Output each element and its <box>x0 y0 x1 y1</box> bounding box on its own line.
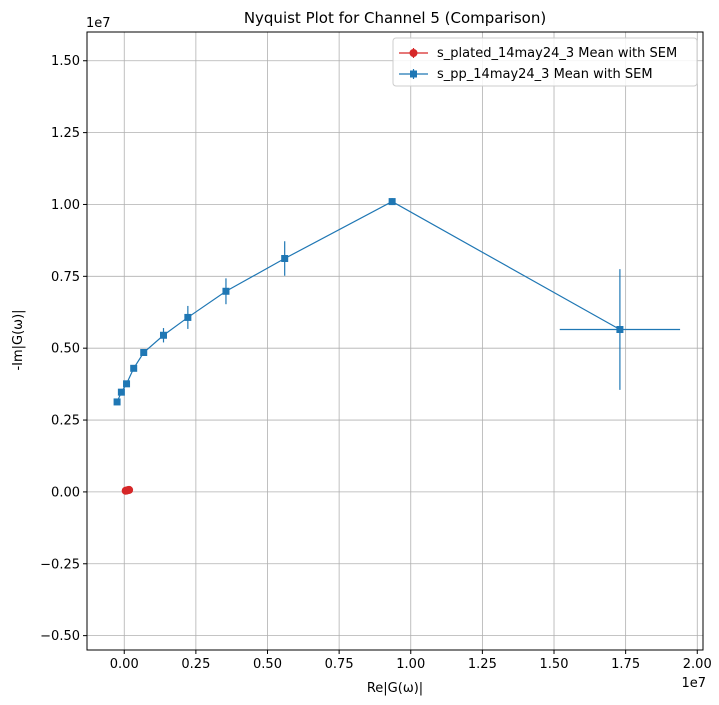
y-tick-label: 1.00 <box>51 198 80 213</box>
data-point <box>184 313 192 321</box>
y-tick-label: −0.50 <box>40 629 80 644</box>
x-tick-label: 0.25 <box>181 657 210 672</box>
data-point <box>281 255 289 263</box>
legend-marker <box>409 49 418 57</box>
legend-label-pp: s_pp_14may24_3 Mean with SEM <box>437 67 653 82</box>
x-tick-label: 1.50 <box>540 657 569 672</box>
data-point <box>123 380 131 388</box>
data-point <box>125 485 134 494</box>
series-layer <box>113 198 681 495</box>
data-point <box>616 326 624 334</box>
y-axis-offset-label: 1e7 <box>86 16 111 31</box>
x-tick-label: 1.00 <box>396 657 425 672</box>
x-tick-label: 1.75 <box>611 657 640 672</box>
data-point <box>117 388 125 396</box>
x-axis-offset-label: 1e7 <box>681 676 706 691</box>
series-1 <box>113 198 681 406</box>
y-tick-label: 0.00 <box>51 485 80 500</box>
axes-frame <box>86 31 704 651</box>
data-point <box>222 287 230 295</box>
chart-title: Nyquist Plot for Channel 5 (Comparison) <box>244 9 546 27</box>
data-point <box>113 398 121 406</box>
legend-marks <box>399 48 428 79</box>
x-tick-label: 2.00 <box>683 657 712 672</box>
data-point <box>388 198 396 206</box>
y-tick-label: 1.50 <box>51 54 80 69</box>
legend-box <box>392 37 698 87</box>
y-tick-label: 0.50 <box>51 342 80 357</box>
legend: s_plated_14may24_3 Mean with SEM s_pp_14… <box>392 37 698 87</box>
data-point <box>159 331 167 339</box>
data-point <box>130 364 138 372</box>
x-axis-label: Re|G(ω)| <box>367 681 423 696</box>
x-tick-label: 0.00 <box>110 657 139 672</box>
legend-label-plated: s_plated_14may24_3 Mean with SEM <box>437 46 677 61</box>
y-axis-label: -Im|G(ω)| <box>11 309 26 370</box>
y-tick-label: 0.75 <box>51 270 80 285</box>
x-tick-label: 0.50 <box>253 657 282 672</box>
y-tick-label: 0.25 <box>51 414 80 429</box>
x-tick-label: 1.25 <box>468 657 497 672</box>
y-tick-label: −0.25 <box>40 557 80 572</box>
data-point <box>140 348 148 356</box>
x-tick-label: 0.75 <box>325 657 354 672</box>
legend-marker <box>410 70 417 78</box>
ticks: 0.00 0.25 0.50 0.75 1.00 1.25 1.50 1.75 2.00 −0.5… <box>40 54 712 672</box>
y-tick-label: 1.25 <box>51 126 80 141</box>
series-0 <box>121 485 134 495</box>
